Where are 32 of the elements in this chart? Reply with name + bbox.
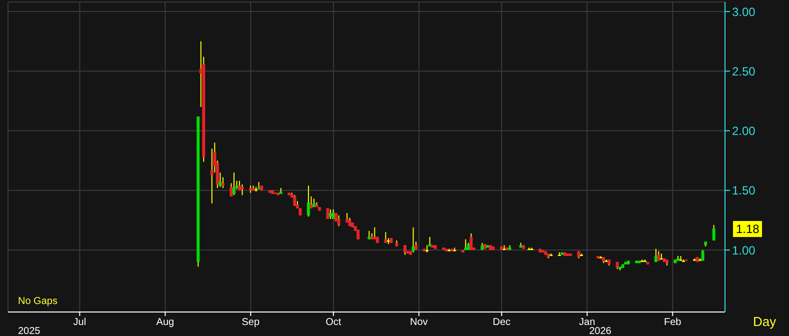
candlestick (221, 176, 224, 188)
candlestick (403, 244, 406, 256)
y-tick-label: 1.00 (732, 243, 756, 258)
candlestick (238, 180, 242, 191)
candlestick (329, 208, 332, 220)
text: 1.18 (733, 220, 762, 237)
y-tick-label: 3.00 (732, 4, 756, 19)
y-tick-label: 1.50 (732, 184, 756, 198)
text: Day (753, 314, 776, 329)
text: 2025 (18, 326, 40, 336)
x-tick-label: Aug (156, 317, 174, 328)
text: 2026 (589, 326, 612, 336)
candlestick (712, 224, 716, 241)
x-tick-label: Jul (73, 317, 86, 328)
y-tick-label: 2.50 (732, 64, 756, 78)
candlestick (373, 226, 376, 240)
candlestick (337, 214, 340, 227)
candlestick (384, 232, 388, 244)
candlestick (356, 229, 360, 240)
x-tick-label: Oct (326, 317, 342, 328)
candlestick (412, 226, 415, 253)
x-tick-label: Dec (492, 317, 511, 328)
y-tick-label: 2.00 (732, 124, 756, 138)
x-tick-label: Nov (410, 317, 428, 328)
candlestick (306, 185, 310, 218)
candlestick (232, 172, 236, 196)
candlestick (293, 194, 296, 206)
candlestick (470, 232, 473, 250)
x-tick-label: Feb (664, 317, 682, 328)
x-tick-label: Sep (242, 317, 260, 328)
x-tick-label: Jan (579, 317, 596, 328)
annotation: No Gaps (18, 296, 58, 307)
